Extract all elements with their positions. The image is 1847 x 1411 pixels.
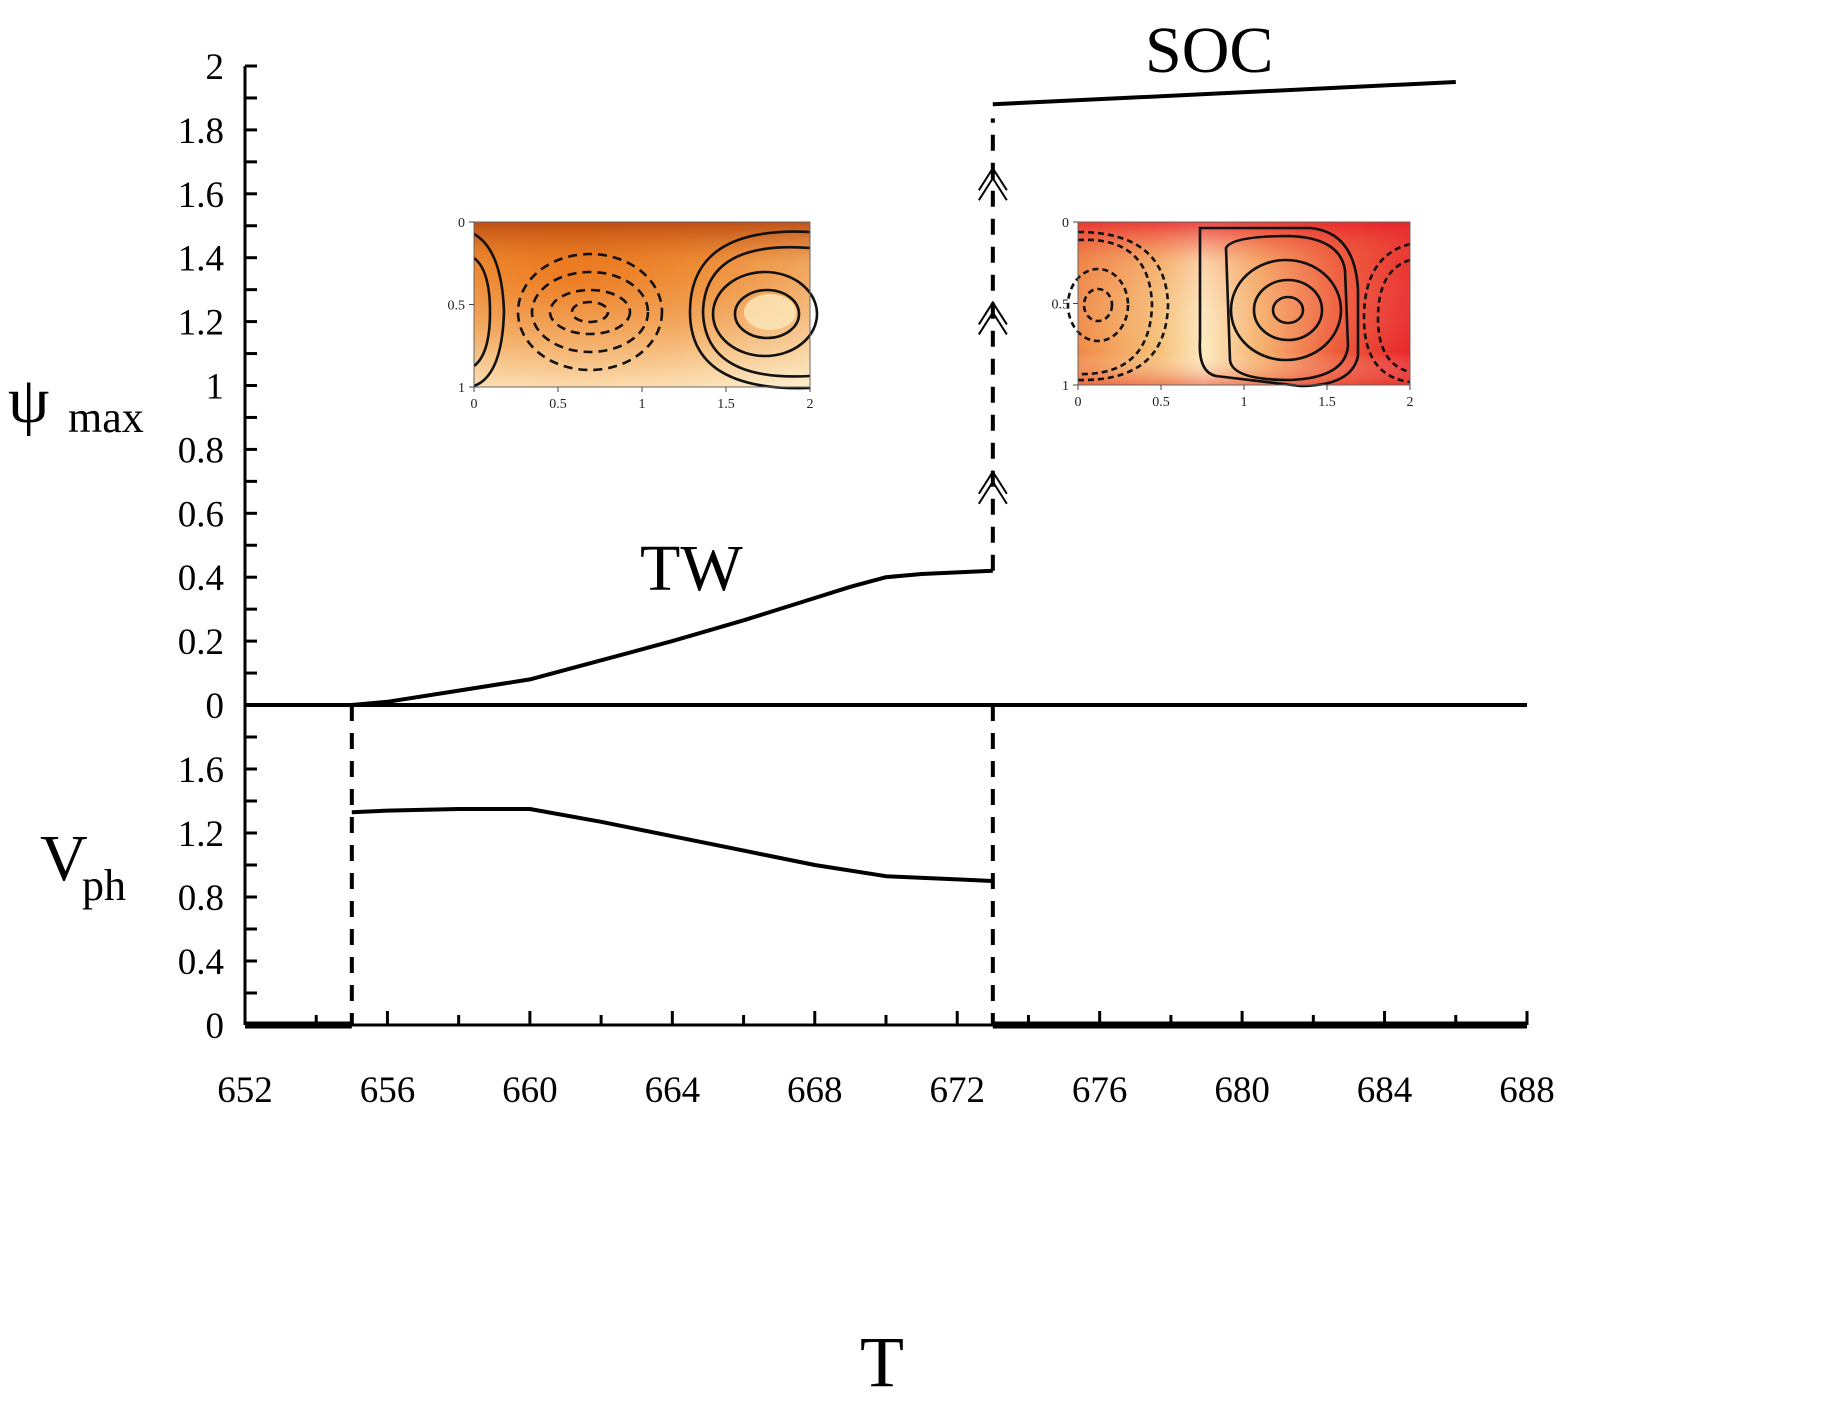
inset-y-tick-label: 0 [458,216,465,231]
x-tick-label: 652 [217,1070,273,1111]
soc-inset-ticks: 0 0.5 1 1.5 2 0 0.5 1 [1052,216,1414,410]
x-tick-label: 660 [502,1070,558,1111]
psi-tick-label: 0.8 [178,430,224,471]
psi-tick-label: 0.6 [178,494,224,535]
tw-inset: 0 0.5 1 1.5 2 0 0.5 1 [448,216,819,412]
psi-tick-label: 1.8 [178,111,224,152]
inset-x-tick-label: 0.5 [549,397,567,412]
soc-annotation: SOC [1145,14,1273,87]
up-arrow-icon [977,176,1008,201]
psi-tick-label: 1.4 [178,239,224,280]
x-tick-label: 656 [360,1070,416,1111]
inset-y-tick-label: 1 [1062,379,1069,394]
x-tick-label: 688 [1499,1070,1555,1111]
x-ticks: 652 656 660 664 668 672 676 680 684 688 [217,1011,1555,1111]
x-tick-label: 684 [1357,1070,1413,1111]
tw-annotation: TW [640,532,743,605]
inset-y-tick-label: 0 [1062,216,1069,231]
psi-axis-label: ψ [8,364,49,437]
up-arrow-icon [977,300,1008,325]
vph-series-tw [351,807,993,883]
inset-x-tick-label: 1.5 [717,397,735,412]
series-lines [245,80,1527,1029]
vph-tick-label: 1.2 [178,814,224,855]
psi-series-soc [992,80,1456,107]
inset-x-tick-label: 2 [807,397,814,412]
inset-x-tick-label: 1 [639,397,646,412]
inset-x-tick-label: 0 [1075,395,1082,410]
psi-tick-label: 1 [206,367,225,408]
x-tick-label: 664 [645,1070,701,1111]
up-arrow-icon [977,310,1008,335]
psi-tick-label: 0.2 [178,622,224,663]
inset-x-tick-label: 2 [1407,395,1414,410]
vph-tick-label: 0 [206,1006,225,1047]
vph-y-ticks: 0 0.4 0.8 1.2 1.6 [178,735,257,1047]
x-tick-label: 672 [929,1070,985,1111]
inset-y-tick-label: 0.5 [1052,298,1070,313]
inset-x-tick-label: 0.5 [1152,395,1170,410]
psi-axis-label-sub: max [68,393,144,442]
vph-axis-label-sub: ph [82,861,126,910]
x-tick-label: 680 [1214,1070,1270,1111]
up-arrow-icon [977,166,1008,191]
x-tick-label: 668 [787,1070,843,1111]
vph-tick-label: 1.6 [178,750,224,791]
inset-y-tick-label: 0.5 [448,299,466,314]
psi-tick-label: 1.6 [178,175,224,216]
up-arrow-icon [977,469,1008,495]
x-axis-label: T [860,1322,904,1402]
psi-series-tw [351,568,993,707]
soc-inset: 0 0.5 1 1.5 2 0 0.5 1 [1052,216,1414,410]
psi-tick-label: 2 [206,47,225,88]
vph-tick-label: 0.8 [178,878,224,919]
psi-tick-label: 0.4 [178,558,224,599]
inset-x-tick-label: 1 [1241,395,1248,410]
psi-y-ticks: 0 0.2 0.4 0.6 0.8 1 1.2 1.4 1.6 1.8 2 [178,47,257,727]
inset-x-tick-label: 0 [471,397,478,412]
axes [243,66,1527,1027]
tw-inset-ticks: 0 0.5 1 1.5 2 0 0.5 1 [448,216,814,412]
psi-tick-label: 0 [206,686,225,727]
vph-axis-label: V [40,822,88,895]
inset-x-tick-label: 1.5 [1318,395,1336,410]
vph-tick-label: 0.4 [178,942,224,983]
inset-y-tick-label: 1 [458,381,465,396]
psi-tick-label: 1.2 [178,303,224,344]
x-tick-label: 676 [1072,1070,1128,1111]
up-arrow-icon [977,479,1008,505]
